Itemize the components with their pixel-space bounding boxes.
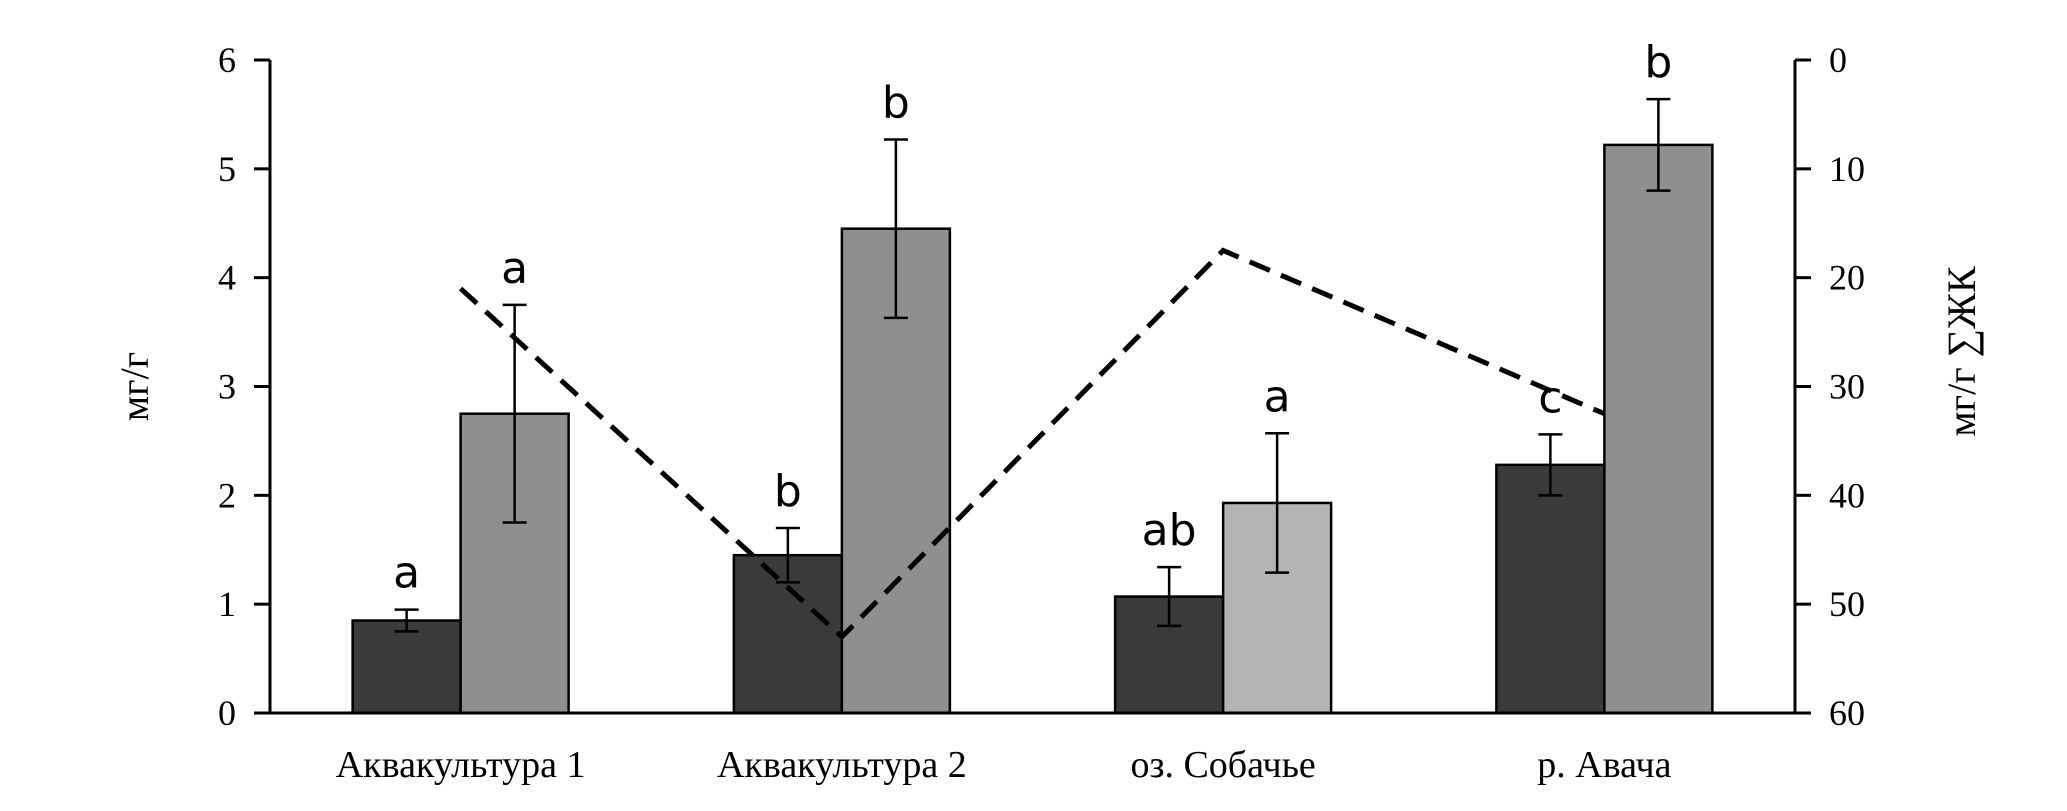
y2-tick-label-50: 50	[1829, 584, 1865, 624]
error-bar-series2-3	[1265, 432, 1290, 574]
error-bar-series1-3	[1157, 565, 1182, 628]
y-axis-title: мг/г	[112, 352, 157, 421]
dashed-line-series	[458, 247, 1606, 641]
error-bar-series1-4	[1538, 433, 1563, 497]
y2-axis-title: мг/г ∑ЖК	[1939, 266, 1984, 437]
bar-series1-4	[1495, 463, 1606, 715]
y-tick-label-0: 0	[218, 693, 236, 733]
significance-label-series2-1: a	[501, 243, 528, 294]
category-label-3: оз. Собачье	[1130, 744, 1315, 786]
error-bar-series2-4	[1646, 97, 1671, 192]
y2-tick-label-40: 40	[1829, 475, 1865, 515]
bar-series2-4	[1603, 143, 1714, 715]
y-tick-label-3: 3	[218, 367, 236, 407]
category-label-4: р. Авача	[1537, 744, 1671, 786]
bar-series1-1	[351, 619, 462, 715]
labels-layer: a a Аквакультура 1 b b Аквакультура 2 ab a оз. С…	[112, 37, 1984, 786]
significance-label-series2-2: b	[882, 77, 910, 128]
category-label-2: Аквакультура 2	[717, 744, 967, 786]
y2-tick-label-30: 30	[1829, 367, 1865, 407]
error-bar-series1-2	[775, 526, 800, 584]
y2-tick-label-20: 20	[1829, 258, 1865, 298]
significance-label-series2-3: a	[1264, 371, 1291, 422]
y-tick-label-1: 1	[218, 584, 236, 624]
category-label-1: Аквакультура 1	[336, 744, 586, 786]
significance-label-series2-4: b	[1644, 37, 1672, 88]
y2-tick-label-60: 60	[1829, 693, 1865, 733]
y-tick-label-2: 2	[218, 475, 236, 515]
y-tick-label-4: 4	[218, 258, 236, 298]
error-bar-series1-1	[394, 608, 419, 633]
significance-label-series1-2: b	[774, 466, 802, 517]
y2-tick-label-0: 0	[1829, 40, 1847, 80]
error-bar-series2-2	[883, 138, 908, 320]
line-layer	[458, 247, 1606, 641]
axes-layer	[254, 58, 1811, 715]
y2-tick-label-10: 10	[1829, 149, 1865, 189]
significance-label-series1-4: c	[1538, 372, 1562, 423]
y-tick-label-6: 6	[218, 40, 236, 80]
significance-label-series1-1: a	[393, 548, 420, 599]
y-tick-label-5: 5	[218, 149, 236, 189]
bars-layer	[351, 97, 1714, 715]
significance-label-series1-3: ab	[1142, 505, 1197, 556]
